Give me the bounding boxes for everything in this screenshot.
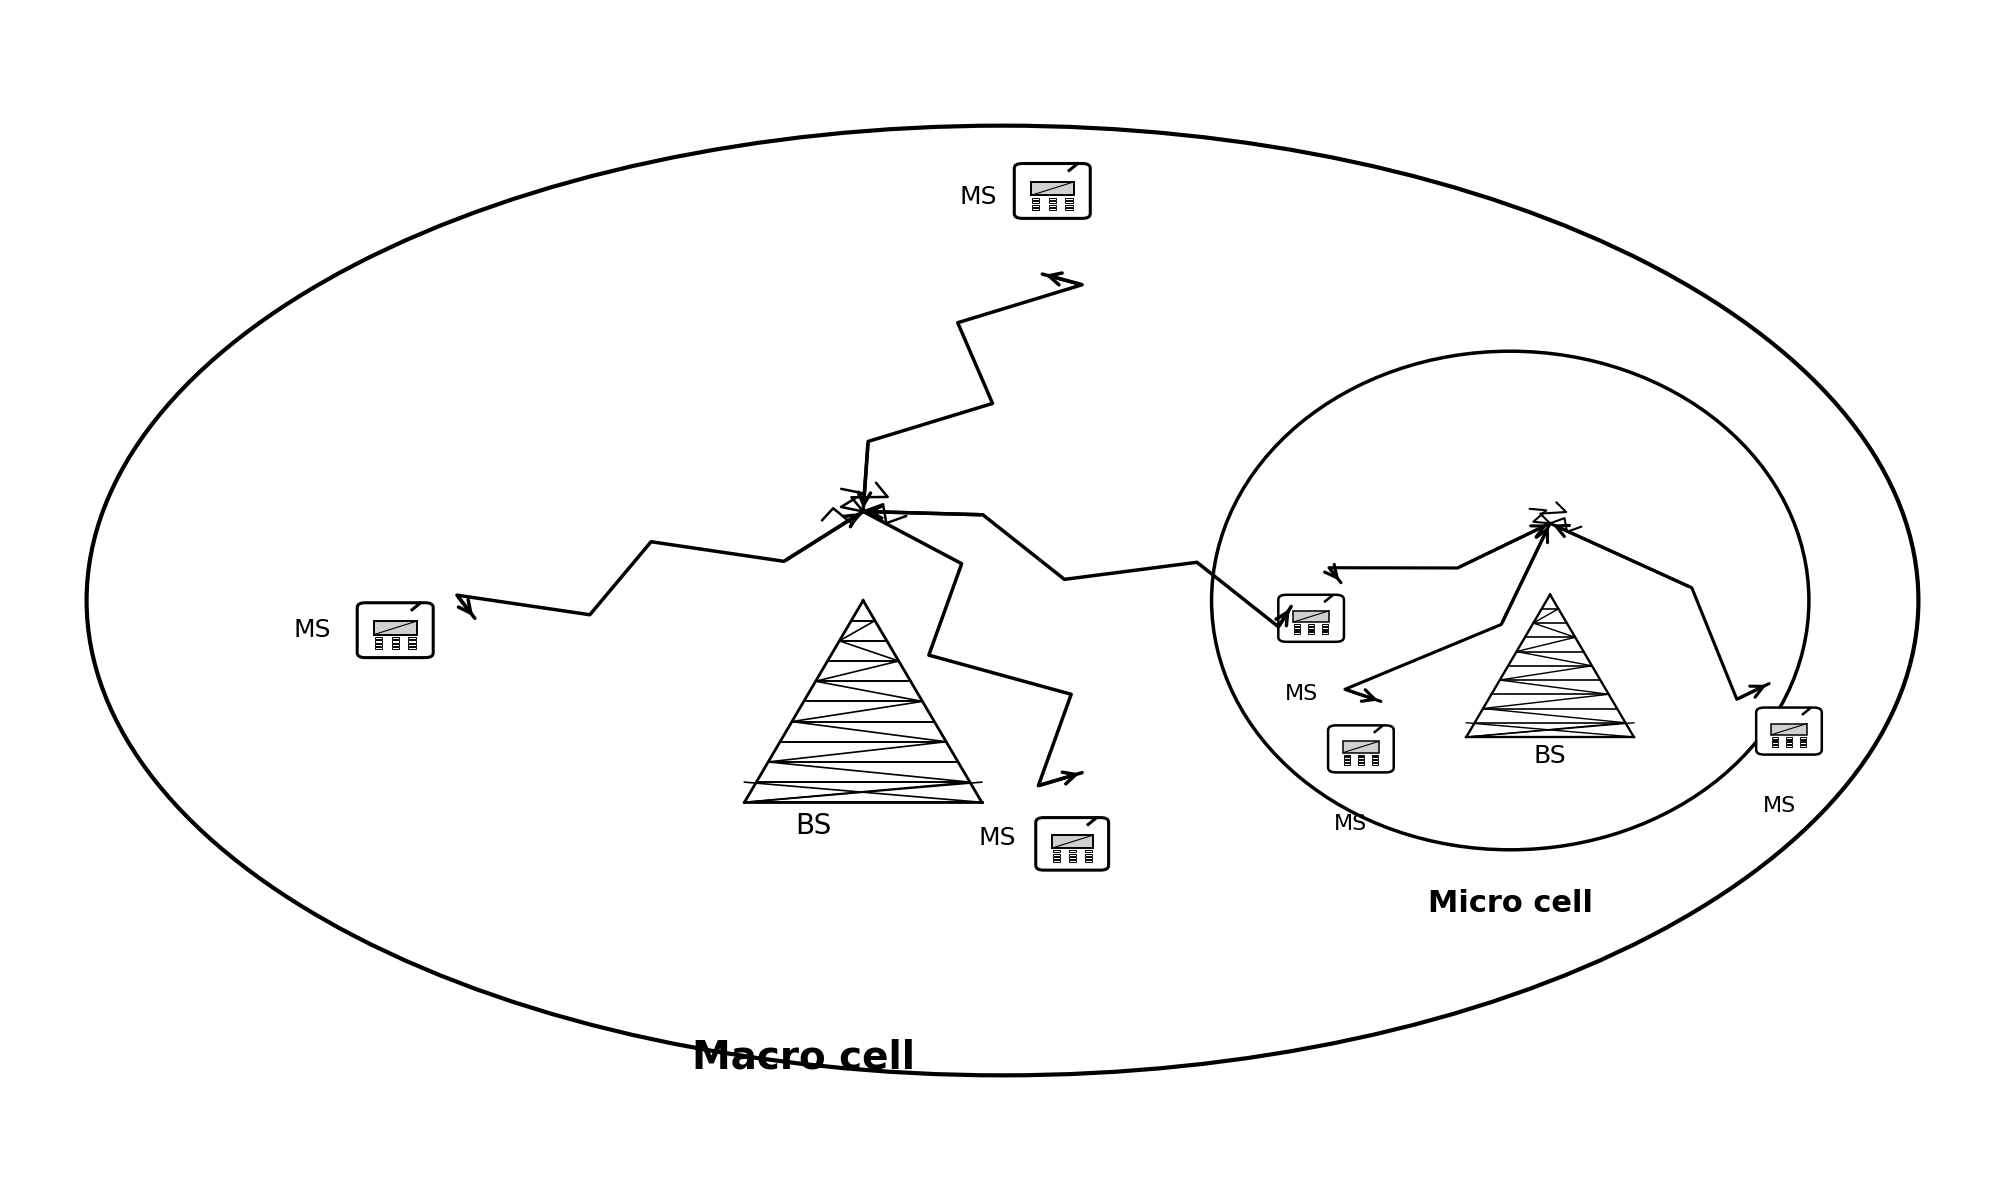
Bar bbox=[1069, 856, 1075, 859]
Bar bbox=[1033, 201, 1039, 203]
FancyBboxPatch shape bbox=[1015, 163, 1091, 219]
Bar bbox=[1772, 745, 1778, 747]
Bar bbox=[1085, 856, 1091, 859]
Bar bbox=[391, 647, 399, 650]
Bar bbox=[391, 640, 399, 643]
Bar bbox=[1343, 763, 1349, 765]
Bar bbox=[1786, 740, 1792, 741]
Bar bbox=[1371, 754, 1377, 757]
Bar bbox=[1786, 745, 1792, 747]
Bar bbox=[1307, 625, 1313, 626]
Bar bbox=[409, 644, 415, 646]
FancyBboxPatch shape bbox=[1279, 594, 1343, 641]
Bar bbox=[1357, 760, 1363, 761]
Bar bbox=[1343, 760, 1349, 761]
Bar bbox=[1786, 742, 1792, 745]
Bar bbox=[1033, 204, 1039, 207]
Bar bbox=[391, 644, 399, 646]
Bar bbox=[1321, 627, 1327, 628]
Text: Macro cell: Macro cell bbox=[692, 1039, 914, 1076]
Bar bbox=[1321, 633, 1327, 634]
Bar bbox=[1085, 860, 1091, 862]
Bar bbox=[1053, 856, 1061, 859]
FancyBboxPatch shape bbox=[1756, 707, 1823, 754]
Bar bbox=[375, 647, 383, 650]
Bar bbox=[1069, 860, 1075, 862]
Bar bbox=[1033, 208, 1039, 210]
Bar bbox=[1772, 740, 1778, 741]
Text: MS: MS bbox=[958, 185, 996, 209]
Bar bbox=[1053, 850, 1061, 853]
Bar bbox=[1357, 758, 1363, 759]
Ellipse shape bbox=[1211, 351, 1809, 850]
Bar bbox=[1085, 850, 1091, 853]
Bar bbox=[1357, 754, 1363, 757]
Bar bbox=[1772, 736, 1778, 739]
Bar bbox=[1786, 736, 1792, 739]
Text: MS: MS bbox=[1333, 814, 1367, 835]
Bar bbox=[1293, 629, 1299, 632]
Text: MS: MS bbox=[1762, 796, 1796, 817]
Bar bbox=[1307, 633, 1313, 634]
Bar bbox=[1053, 860, 1061, 862]
Bar bbox=[375, 644, 383, 646]
Bar bbox=[1371, 763, 1377, 765]
Bar bbox=[1065, 204, 1073, 207]
Bar bbox=[1031, 181, 1075, 196]
Bar bbox=[373, 621, 417, 634]
Bar bbox=[1069, 850, 1075, 853]
Bar bbox=[1321, 629, 1327, 632]
Bar bbox=[1371, 758, 1377, 759]
Bar bbox=[1770, 723, 1807, 735]
Bar bbox=[1049, 201, 1057, 203]
Bar bbox=[1293, 627, 1299, 628]
Bar bbox=[1343, 741, 1379, 753]
Bar bbox=[375, 640, 383, 643]
Bar bbox=[1069, 854, 1075, 855]
Bar bbox=[1293, 611, 1329, 622]
Bar bbox=[1307, 627, 1313, 628]
Bar bbox=[1065, 208, 1073, 210]
Bar bbox=[1772, 742, 1778, 745]
Bar bbox=[1800, 736, 1807, 739]
Bar bbox=[1053, 835, 1093, 848]
Bar bbox=[1293, 625, 1299, 626]
Bar bbox=[1800, 740, 1807, 741]
Bar bbox=[1321, 625, 1327, 626]
Bar bbox=[1049, 204, 1057, 207]
Bar bbox=[1343, 754, 1349, 757]
Bar bbox=[1371, 760, 1377, 761]
Bar bbox=[1049, 198, 1057, 201]
Bar bbox=[409, 637, 415, 639]
Text: MS: MS bbox=[1285, 683, 1317, 704]
Text: BS: BS bbox=[796, 812, 832, 841]
Bar bbox=[1065, 201, 1073, 203]
Bar bbox=[1065, 198, 1073, 201]
Bar bbox=[375, 637, 383, 639]
Bar bbox=[1033, 198, 1039, 201]
Bar bbox=[1343, 758, 1349, 759]
Bar bbox=[1049, 208, 1057, 210]
FancyBboxPatch shape bbox=[357, 603, 433, 658]
Bar bbox=[1307, 629, 1313, 632]
Bar bbox=[1800, 742, 1807, 745]
Text: Micro cell: Micro cell bbox=[1428, 889, 1592, 918]
Bar bbox=[409, 647, 415, 650]
Text: MS: MS bbox=[978, 826, 1017, 850]
Text: MS: MS bbox=[295, 619, 331, 643]
Bar bbox=[1085, 854, 1091, 855]
Bar bbox=[409, 640, 415, 643]
Bar bbox=[1053, 854, 1061, 855]
FancyBboxPatch shape bbox=[1327, 725, 1393, 772]
FancyBboxPatch shape bbox=[1037, 818, 1109, 870]
Text: BS: BS bbox=[1534, 745, 1566, 769]
Bar bbox=[1800, 745, 1807, 747]
Bar bbox=[1293, 633, 1299, 634]
Bar bbox=[391, 637, 399, 639]
Bar bbox=[1357, 763, 1363, 765]
Ellipse shape bbox=[86, 126, 1919, 1075]
